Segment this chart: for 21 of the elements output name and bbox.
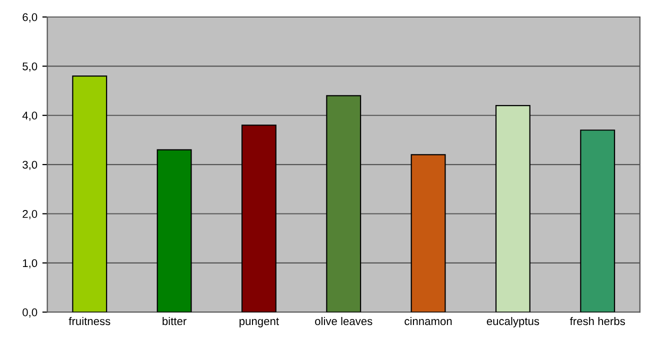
x-tick-label: cinnamon — [404, 316, 452, 326]
y-tick-label: 6,0 — [22, 13, 38, 22]
bar — [156, 149, 192, 312]
bar — [495, 104, 530, 312]
x-tick-label: eucalyptus — [486, 316, 540, 328]
bar — [326, 95, 362, 312]
y-tick-label: 2,0 — [22, 210, 38, 220]
x-tick-label: bitter — [162, 316, 186, 326]
x-tick-label: fresh herbs — [570, 316, 625, 326]
bar — [241, 124, 276, 312]
x-tick-label: pungent — [240, 318, 279, 328]
y-tick-label: 0,0 — [22, 308, 38, 318]
bar — [72, 75, 108, 312]
y-tick-label: 5,0 — [22, 62, 38, 72]
x-tick-label: olive leaves — [315, 316, 372, 326]
bar — [410, 154, 446, 312]
x-tick-label: fruitness — [68, 316, 110, 326]
y-tick-label: 4,0 — [22, 112, 38, 121]
y-tick-label: 3,0 — [22, 160, 38, 170]
y-tick-label: 1,0 — [22, 259, 38, 268]
bar — [580, 130, 616, 312]
